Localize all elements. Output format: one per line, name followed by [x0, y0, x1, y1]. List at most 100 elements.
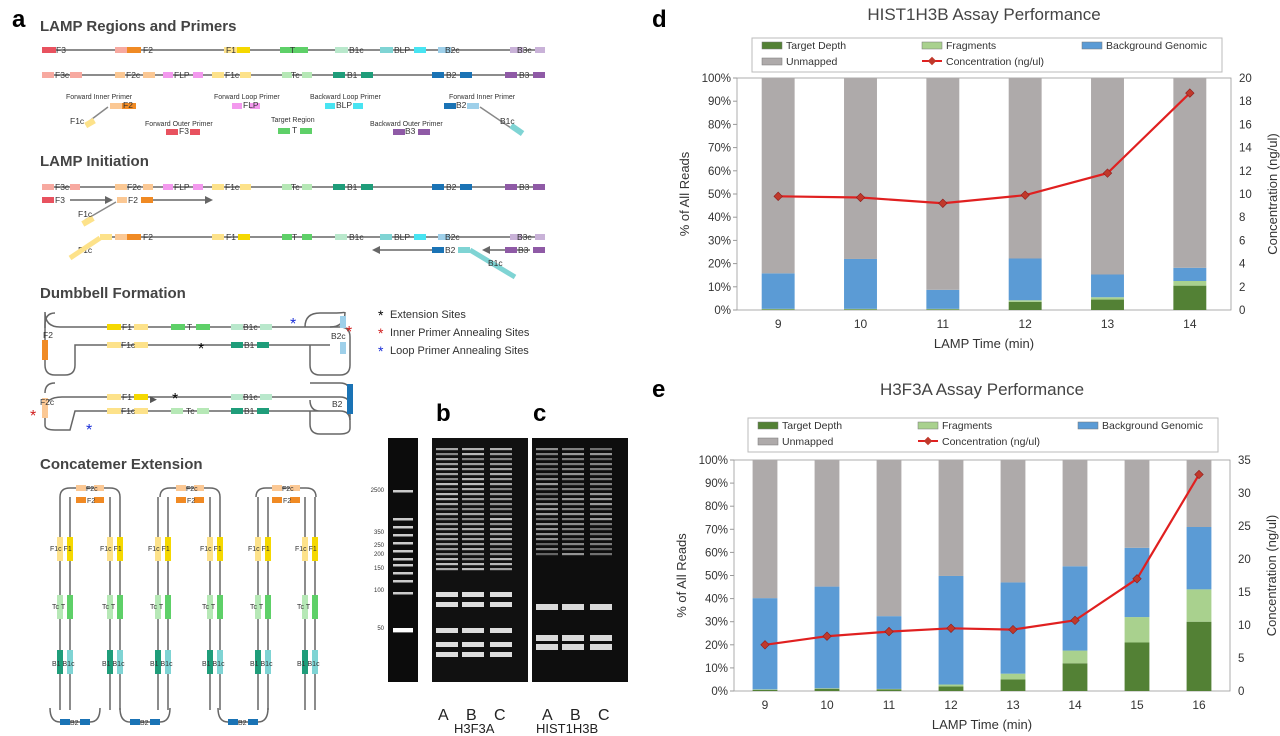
- gel-band: [490, 448, 512, 450]
- concat-label: F1c F1: [50, 546, 72, 553]
- region-label-T: T: [290, 45, 295, 55]
- gel-band: [590, 493, 612, 495]
- gel-band: [490, 503, 512, 505]
- bar-segment-fragments: [1187, 589, 1212, 621]
- x-tick-label: 12: [944, 698, 958, 712]
- gel-band: [462, 568, 484, 570]
- y-tick-label: 60%: [708, 166, 731, 178]
- bar-segment-fragments: [939, 685, 964, 687]
- gel-band: [490, 538, 512, 540]
- ladder-band: [393, 542, 413, 545]
- y2-tick-label: 20: [1239, 73, 1252, 85]
- gel-band: [490, 548, 512, 550]
- bar-segment-unmapped: [815, 460, 840, 587]
- gel-band: [436, 538, 458, 540]
- gel-band: [590, 533, 612, 535]
- bar-segment-target-depth: [844, 309, 877, 310]
- dumb-label-B1c: B1c: [243, 322, 258, 332]
- y2-tick-label: 35: [1238, 455, 1251, 467]
- concat-label: B1 B1c: [202, 661, 225, 668]
- gel-band: [490, 558, 512, 560]
- gel-band: [462, 463, 484, 465]
- plot-area: [737, 78, 1231, 310]
- gel-band: [590, 508, 612, 510]
- ladder-band: [393, 564, 413, 567]
- bar-segment-unmapped: [1125, 460, 1150, 548]
- x-tick-label: 11: [883, 698, 896, 712]
- gel-band: [436, 558, 458, 560]
- init-label-F2c: F2c: [127, 182, 142, 192]
- concat-f2: [272, 497, 282, 503]
- gel-band: [562, 458, 584, 460]
- gel-band: [490, 528, 512, 530]
- gel-band: [562, 543, 584, 545]
- chart-hist1h3b: HIST1H3B Assay PerformanceTarget Depth Fr…: [660, 0, 1280, 365]
- gel-band: [462, 513, 484, 515]
- gel-band: [590, 513, 612, 515]
- gel-band: [562, 553, 584, 555]
- extension-site-star-2: *: [172, 391, 178, 408]
- dumb2-label-B2: B2: [332, 399, 343, 409]
- bar-segment-fragments: [1009, 300, 1042, 302]
- gel-band: [462, 448, 484, 450]
- gel-band: [490, 553, 512, 555]
- gel-band: [490, 602, 512, 607]
- gel-band: [436, 652, 458, 657]
- y-tick-label: 30%: [708, 235, 731, 247]
- gel-band: [462, 538, 484, 540]
- gel-band: [590, 458, 612, 460]
- gel-band: [436, 528, 458, 530]
- chart-title: HIST1H3B Assay Performance: [867, 5, 1100, 24]
- primer-FLP: FLP: [243, 100, 259, 110]
- bar-segment-unmapped: [762, 78, 795, 273]
- gel-band: [462, 508, 484, 510]
- gel-band: [562, 548, 584, 550]
- init-label-B2: B2: [446, 182, 457, 192]
- gel-band: [536, 635, 558, 641]
- y2-tick-label: 12: [1239, 166, 1252, 178]
- legend-swatch: [758, 438, 778, 445]
- dumb-label-T: T: [187, 322, 192, 332]
- concat-label: Tc T: [250, 604, 264, 611]
- concat-label: Tc T: [52, 604, 66, 611]
- gel-band: [436, 602, 458, 607]
- gel-band: [490, 458, 512, 460]
- legend-star-blue: *: [378, 343, 384, 359]
- init2-label-F1: F1: [226, 232, 236, 242]
- ladder-label: 200: [374, 552, 385, 558]
- gel-band: [490, 533, 512, 535]
- concat-label: Tc T: [150, 604, 164, 611]
- legend-label: Unmapped: [786, 56, 838, 68]
- gel-band: [562, 635, 584, 641]
- ladder-label: 350: [374, 530, 385, 536]
- bar-segment-target-depth: [1001, 679, 1026, 691]
- bar-segment-unmapped: [926, 78, 959, 290]
- dumb2-label-F1: F1: [122, 392, 132, 402]
- gel-label-c: HIST1H3B: [536, 721, 598, 736]
- gel-band: [490, 518, 512, 520]
- region-label-B3c: B3c: [517, 45, 532, 55]
- concat-label: Tc T: [297, 604, 311, 611]
- gel-band: [562, 468, 584, 470]
- legend-star-red: *: [378, 325, 384, 341]
- legend-label: Concentration (ng/ul): [942, 436, 1040, 448]
- gel-band: [490, 652, 512, 657]
- bar-segment-fragments: [1173, 281, 1206, 286]
- dumbbell-diagram: F2 F1 F1c T B1c B1 B2c * * * F2c F1 ▶ *: [30, 312, 353, 439]
- init-label-B3: B3: [519, 182, 530, 192]
- y-tick-label: 50%: [708, 189, 731, 201]
- gel-band: [536, 463, 558, 465]
- concat-label-f2c: F2c: [186, 486, 198, 493]
- sites-legend: * Extension Sites * Inner Primer Anneali…: [378, 307, 530, 359]
- gel-band: [462, 468, 484, 470]
- gel-band: [462, 528, 484, 530]
- bar-segment-unmapped: [844, 78, 877, 259]
- x-tick-label: 10: [820, 698, 834, 712]
- gel-band: [490, 513, 512, 515]
- legend-loop: Loop Primer Annealing Sites: [390, 345, 529, 357]
- legend-extension: Extension Sites: [390, 309, 466, 321]
- concat-label: B1 B1c: [250, 661, 273, 668]
- gel-band: [490, 483, 512, 485]
- concat-label: B1 B1c: [297, 661, 320, 668]
- region-label-F2: F2: [143, 45, 153, 55]
